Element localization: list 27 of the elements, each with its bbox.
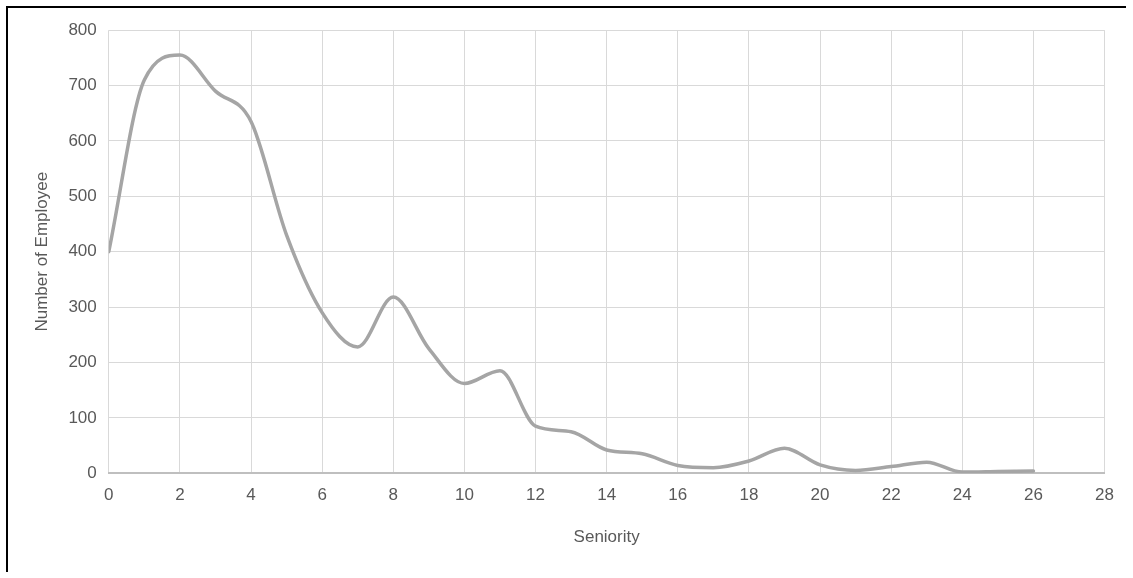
x-tick-label: 6 — [317, 485, 327, 505]
y-tick-label: 600 — [68, 130, 97, 150]
y-tick-label: 100 — [68, 407, 97, 427]
line-series — [108, 53, 1036, 474]
x-tick-label: 8 — [388, 485, 399, 505]
x-tick-label: 0 — [104, 485, 114, 505]
y-tick-label: 0 — [87, 462, 97, 482]
x-tick-label: 26 — [1023, 485, 1043, 505]
x-tick-label: 14 — [597, 485, 617, 505]
x-tick-label: 2 — [175, 485, 185, 505]
y-axis-title: Number of Employee — [31, 171, 51, 332]
y-tick-label: 500 — [68, 186, 97, 206]
x-tick-label: 20 — [810, 485, 830, 505]
x-tick-label: 28 — [1095, 485, 1115, 505]
y-tick-label: 200 — [68, 352, 97, 372]
x-tick-label: 12 — [526, 485, 545, 505]
y-tick-label: 700 — [68, 75, 97, 95]
y-tick-label: 800 — [68, 19, 97, 39]
x-tick-label: 18 — [739, 485, 759, 505]
x-tick-label: 22 — [881, 485, 901, 505]
x-tick-label: 24 — [952, 485, 972, 505]
x-axis-title: Seniority — [573, 527, 641, 547]
x-tick-label: 16 — [668, 485, 688, 505]
x-tick-label: 4 — [246, 485, 256, 505]
x-tick-label: 10 — [454, 485, 474, 505]
y-tick-label: 400 — [68, 241, 97, 261]
y-tick-label: 300 — [68, 296, 97, 316]
